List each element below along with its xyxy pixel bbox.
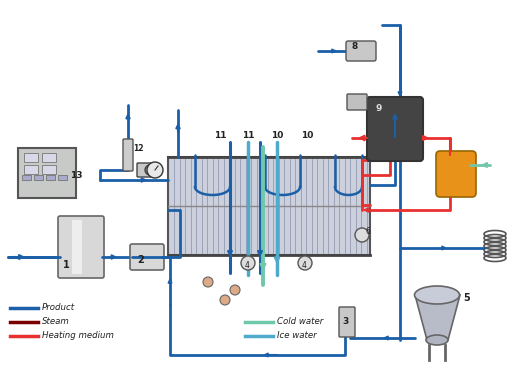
Text: 9: 9: [375, 103, 381, 112]
Text: 6: 6: [365, 227, 370, 235]
Text: 4: 4: [302, 262, 307, 270]
Text: Heating medium: Heating medium: [42, 331, 114, 340]
Text: 10: 10: [301, 131, 313, 140]
Circle shape: [241, 256, 255, 270]
Circle shape: [145, 165, 155, 175]
Text: Cold water: Cold water: [277, 317, 323, 327]
FancyBboxPatch shape: [367, 97, 423, 161]
Text: 11: 11: [242, 131, 254, 140]
Text: 13: 13: [70, 170, 82, 180]
FancyBboxPatch shape: [347, 94, 367, 110]
Circle shape: [230, 285, 240, 295]
Bar: [24, 165, 38, 174]
Bar: [58, 175, 67, 180]
Bar: [22, 175, 31, 180]
Text: Ice water: Ice water: [277, 331, 317, 340]
Bar: [72, 220, 82, 274]
Text: 2: 2: [137, 255, 144, 265]
Text: 4: 4: [245, 262, 250, 270]
Circle shape: [203, 277, 213, 287]
Circle shape: [220, 295, 230, 305]
FancyBboxPatch shape: [346, 41, 376, 61]
Text: 12: 12: [133, 144, 144, 153]
Ellipse shape: [426, 335, 448, 345]
FancyBboxPatch shape: [137, 163, 153, 177]
Bar: [18, 148, 76, 198]
Bar: [42, 165, 56, 174]
Text: 5: 5: [463, 293, 470, 303]
Circle shape: [355, 228, 369, 242]
Circle shape: [147, 162, 163, 178]
FancyBboxPatch shape: [130, 244, 164, 270]
Text: Steam: Steam: [42, 317, 70, 327]
Text: Product: Product: [42, 304, 75, 312]
FancyBboxPatch shape: [436, 151, 476, 197]
Bar: [34, 175, 43, 180]
Bar: [168, 157, 370, 255]
Bar: [42, 153, 56, 162]
Text: 11: 11: [214, 131, 227, 140]
Bar: [24, 153, 38, 162]
Text: 3: 3: [342, 317, 348, 327]
Ellipse shape: [414, 286, 459, 304]
FancyBboxPatch shape: [123, 139, 133, 171]
Polygon shape: [415, 295, 460, 340]
Circle shape: [298, 256, 312, 270]
Bar: [46, 175, 55, 180]
FancyBboxPatch shape: [339, 307, 355, 337]
FancyBboxPatch shape: [58, 216, 104, 278]
Text: 10: 10: [271, 131, 283, 140]
Text: 1: 1: [63, 260, 70, 270]
Text: 8: 8: [351, 42, 357, 51]
